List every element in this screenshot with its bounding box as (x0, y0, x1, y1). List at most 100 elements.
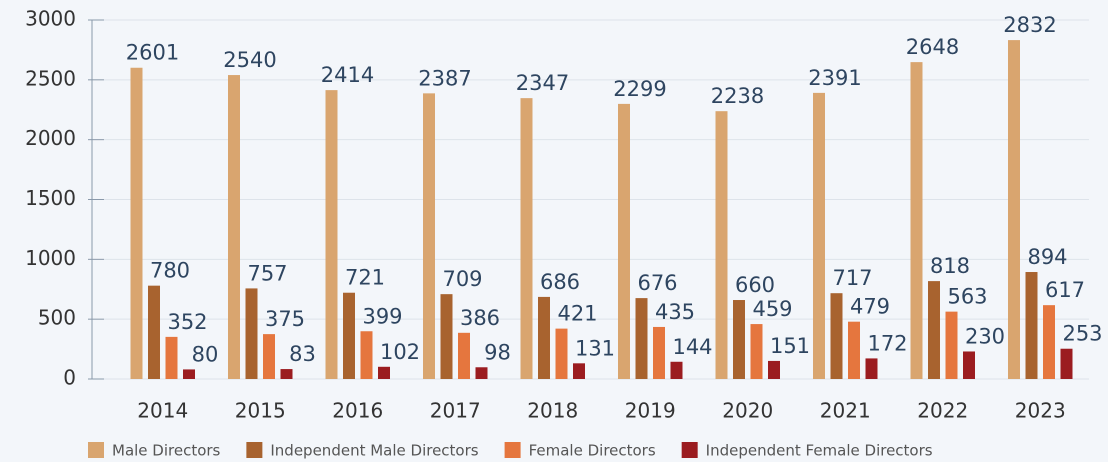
x-tick-label: 2015 (235, 399, 286, 423)
x-tick-label: 2021 (820, 399, 871, 423)
x-tick-label: 2014 (137, 399, 188, 423)
x-tick-label: 2022 (917, 399, 968, 423)
value-label: 172 (867, 331, 907, 355)
bar (865, 358, 878, 379)
value-label: 717 (832, 266, 872, 290)
bar (848, 321, 860, 379)
bar (130, 67, 143, 379)
bar (148, 285, 160, 379)
value-label: 352 (167, 310, 207, 334)
bar (910, 62, 923, 379)
value-label: 780 (150, 259, 190, 283)
value-label: 98 (484, 340, 511, 364)
value-label: 2601 (126, 41, 179, 65)
value-label: 2387 (418, 66, 471, 90)
bar (813, 92, 825, 379)
bar (343, 292, 355, 379)
bar (830, 293, 843, 379)
bar (768, 360, 780, 379)
bar (183, 369, 195, 379)
value-label: 2540 (223, 48, 276, 72)
value-label: 253 (1062, 322, 1102, 346)
value-label: 151 (770, 334, 810, 358)
bar (165, 336, 178, 379)
value-label: 686 (540, 270, 580, 294)
x-tick-label: 2023 (1015, 399, 1066, 423)
x-tick-label: 2017 (430, 399, 481, 423)
legend-label: Male Directors (112, 442, 221, 460)
bar (555, 328, 568, 379)
value-label: 421 (557, 302, 597, 326)
x-tick-label: 2020 (722, 399, 773, 423)
value-label: 2238 (711, 84, 764, 108)
legend-swatch (88, 442, 104, 458)
bar (1008, 40, 1020, 379)
value-label: 2648 (906, 35, 959, 59)
value-label: 676 (637, 271, 677, 295)
bar (423, 93, 435, 380)
bar (733, 300, 745, 379)
value-label: 617 (1045, 278, 1085, 302)
bar (458, 332, 470, 379)
bar (618, 103, 630, 380)
bar (928, 281, 940, 379)
bar (573, 363, 585, 379)
value-label: 102 (380, 340, 420, 364)
value-label: 894 (1027, 245, 1067, 269)
value-label: 2414 (321, 63, 374, 87)
bar (715, 111, 728, 379)
value-label: 2391 (808, 66, 861, 90)
y-tick-label: 1500 (25, 186, 76, 210)
bar (280, 369, 293, 379)
value-label: 375 (265, 307, 305, 331)
y-tick-label: 1000 (25, 246, 76, 270)
value-label: 83 (289, 342, 316, 366)
bar (378, 366, 390, 379)
bar (635, 298, 648, 379)
value-label: 721 (345, 266, 385, 290)
bar (538, 296, 550, 379)
y-tick-label: 2500 (25, 66, 76, 90)
value-label: 709 (442, 267, 482, 291)
legend-swatch (681, 442, 698, 458)
bar (228, 75, 240, 380)
value-label: 818 (930, 254, 970, 278)
y-tick-label: 2000 (25, 126, 76, 150)
value-label: 459 (752, 297, 792, 321)
x-tick-label: 2016 (332, 399, 383, 423)
bar (653, 326, 665, 379)
value-label: 131 (575, 336, 615, 360)
bar (360, 331, 373, 379)
x-tick-label: 2019 (625, 399, 676, 423)
bar (1043, 305, 1055, 379)
bar (325, 90, 338, 379)
value-label: 757 (247, 261, 287, 285)
value-label: 144 (672, 335, 712, 359)
legend-label: Female Directors (529, 442, 656, 460)
value-label: 2299 (613, 77, 666, 101)
y-tick-label: 3000 (25, 7, 76, 31)
legend-swatch (504, 442, 521, 458)
value-label: 80 (192, 342, 219, 366)
y-tick-label: 0 (63, 366, 76, 390)
legend-label: Independent Female Directors (706, 442, 933, 460)
bar (963, 351, 975, 379)
value-label: 479 (850, 295, 890, 319)
bar (945, 311, 958, 379)
bar (1025, 272, 1038, 379)
bar (263, 334, 275, 379)
bar (475, 367, 488, 379)
value-label: 660 (735, 273, 775, 297)
legend-label: Independent Male Directors (270, 442, 478, 460)
value-label: 2832 (1003, 13, 1056, 37)
value-label: 2347 (516, 71, 569, 95)
value-label: 563 (947, 285, 987, 309)
bar (670, 361, 683, 379)
value-label: 435 (655, 300, 695, 324)
bar (245, 288, 258, 379)
value-label: 399 (362, 304, 402, 328)
x-tick-label: 2018 (527, 399, 578, 423)
legend-swatch (246, 442, 263, 458)
bar (750, 324, 763, 379)
